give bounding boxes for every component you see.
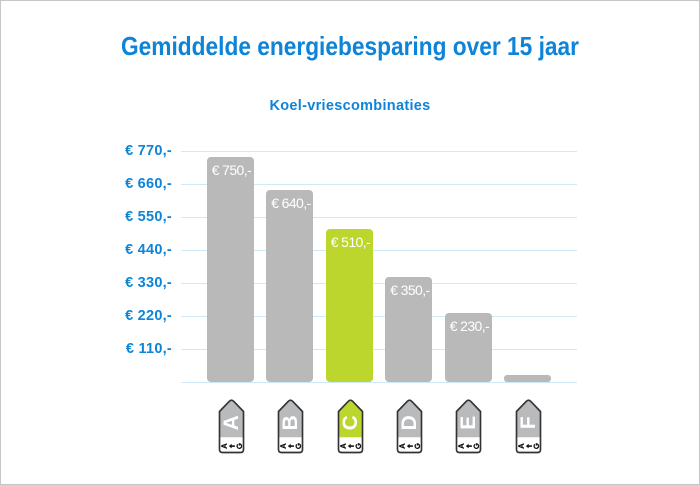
svg-text:B: B: [279, 415, 302, 430]
svg-text:A: A: [220, 415, 243, 430]
svg-text:D: D: [398, 415, 421, 430]
svg-text:C: C: [339, 415, 362, 430]
svg-text:E: E: [458, 416, 481, 430]
svg-text:F: F: [517, 416, 540, 429]
